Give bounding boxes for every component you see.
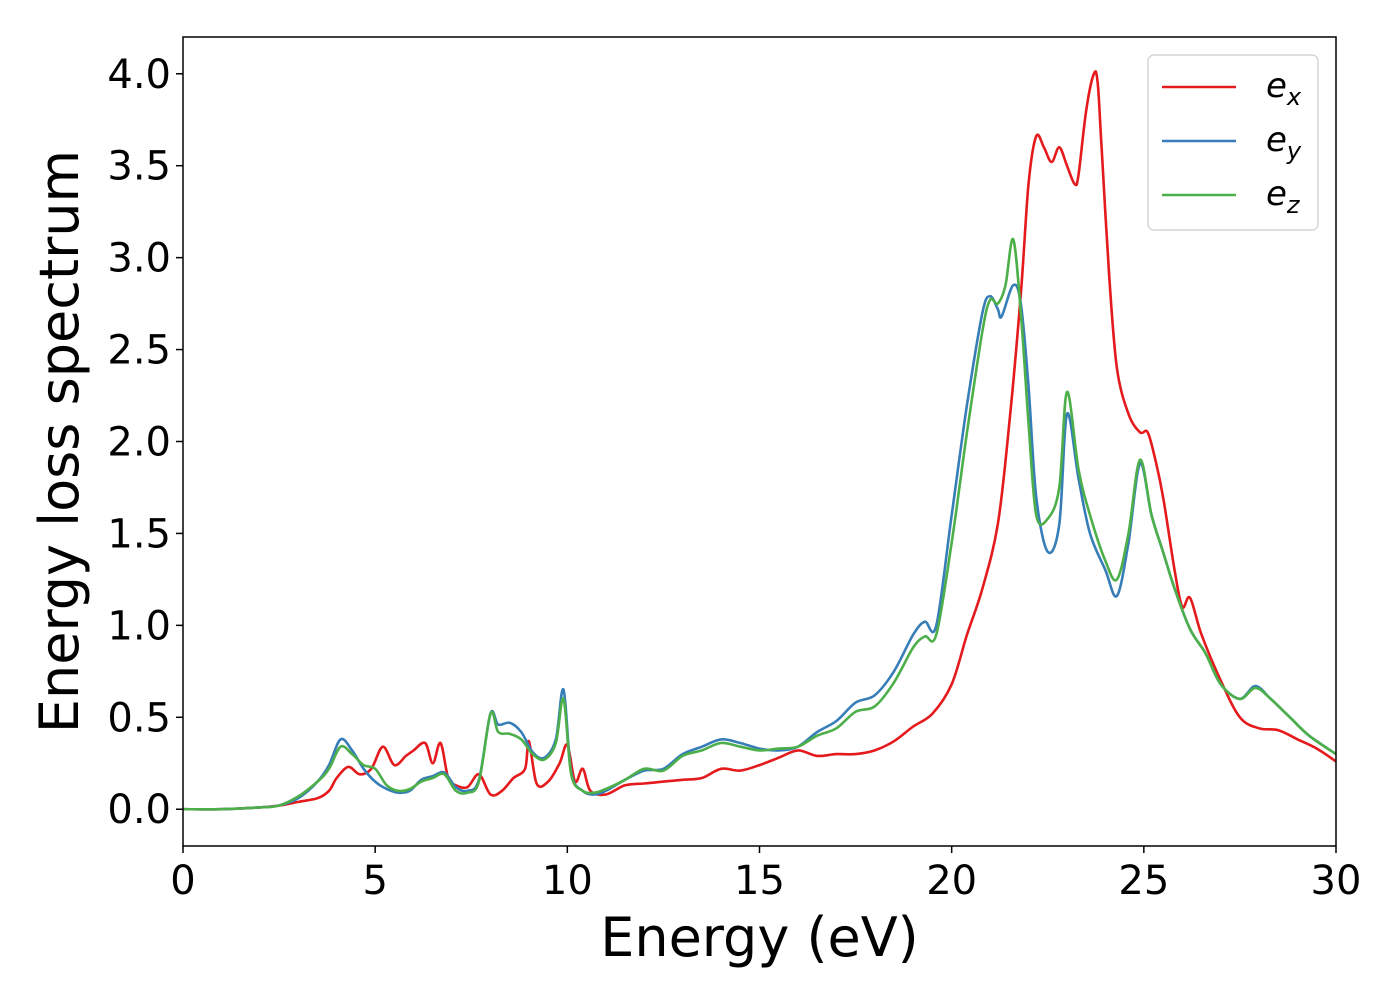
y-axis-label: Energy loss spectrum <box>28 150 91 733</box>
x-tick-label: 10 <box>542 858 593 904</box>
series-line-ez <box>183 237 1336 811</box>
y-tick-label: 3.5 <box>107 144 171 190</box>
legend-label-ey: ey <box>1266 120 1302 165</box>
legend-label-base: e <box>1266 120 1287 160</box>
legend-box <box>1147 54 1319 231</box>
series-lines <box>183 70 1336 811</box>
series-line-ex <box>183 70 1336 811</box>
x-tick-label: 30 <box>1311 858 1362 904</box>
x-tick-label: 0 <box>170 858 195 904</box>
legend-label-base: e <box>1266 174 1287 214</box>
y-tick-label: 2.0 <box>107 420 171 466</box>
y-tick-label: 4.0 <box>107 52 171 98</box>
legend-label-ez: ez <box>1266 174 1301 219</box>
y-tick-label: 0.0 <box>107 787 171 833</box>
y-axis-ticks: 0.0 0.5 1.0 1.5 2.0 2.5 3.0 3.5 4.0 <box>107 52 183 833</box>
series-line-ey <box>183 283 1336 811</box>
y-tick-label: 2.5 <box>107 328 171 374</box>
legend-label-subscript: z <box>1286 191 1301 219</box>
legend-label-subscript: x <box>1286 83 1302 111</box>
y-tick-label: 3.0 <box>107 236 171 282</box>
x-tick-label: 25 <box>1118 858 1169 904</box>
x-tick-label: 20 <box>926 858 977 904</box>
x-axis-ticks: 0 5 10 15 20 25 30 <box>170 846 1361 904</box>
x-axis-label: Energy (eV) <box>600 906 919 969</box>
y-tick-label: 1.5 <box>107 511 171 557</box>
x-tick-label: 15 <box>734 858 785 904</box>
y-tick-label: 0.5 <box>107 695 171 741</box>
y-tick-label: 1.0 <box>107 603 171 649</box>
legend-label-ex: ex <box>1266 66 1302 111</box>
legend-label-subscript: y <box>1286 137 1302 165</box>
legend-label-base: e <box>1266 66 1287 106</box>
x-tick-label: 5 <box>362 858 387 904</box>
